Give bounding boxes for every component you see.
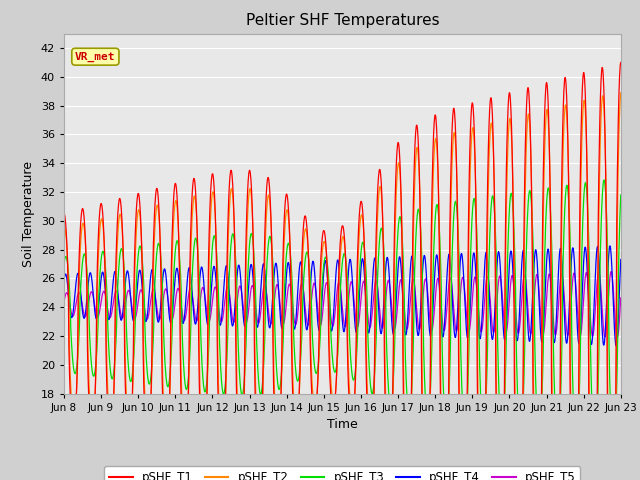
pSHF_T3: [92, 361, 100, 367]
X-axis label: Time: Time: [327, 418, 358, 431]
pSHF_T4: [440, 327, 448, 333]
pSHF_T3: [60, 261, 68, 267]
pSHF_T2: [60, 226, 68, 231]
pSHF_T3: [179, 348, 187, 353]
pSHF_T5: [440, 328, 448, 334]
pSHF_T5: [614, 335, 621, 340]
pSHF_T1: [179, 444, 187, 449]
Text: VR_met: VR_met: [75, 51, 116, 62]
pSHF_T5: [290, 315, 298, 321]
pSHF_T5: [60, 299, 68, 305]
Line: pSHF_T3: pSHF_T3: [64, 180, 621, 450]
pSHF_T3: [268, 252, 276, 257]
pSHF_T3: [440, 402, 448, 408]
pSHF_T1: [60, 211, 68, 216]
pSHF_T4: [287, 290, 295, 296]
Line: pSHF_T2: pSHF_T2: [64, 93, 621, 480]
Line: pSHF_T1: pSHF_T1: [64, 62, 621, 480]
pSHF_T1: [617, 60, 625, 65]
pSHF_T5: [617, 295, 625, 300]
Legend: pSHF_T1, pSHF_T2, pSHF_T3, pSHF_T4, pSHF_T5: pSHF_T1, pSHF_T2, pSHF_T3, pSHF_T4, pSHF…: [104, 466, 580, 480]
pSHF_T1: [287, 296, 295, 301]
pSHF_T5: [268, 316, 276, 322]
Y-axis label: Soil Temperature: Soil Temperature: [22, 161, 35, 266]
pSHF_T4: [606, 243, 614, 249]
pSHF_T3: [609, 447, 617, 453]
pSHF_T2: [290, 401, 298, 407]
pSHF_T5: [179, 314, 187, 320]
Line: pSHF_T4: pSHF_T4: [64, 246, 621, 346]
pSHF_T5: [607, 269, 615, 275]
pSHF_T5: [92, 310, 100, 315]
Line: pSHF_T5: pSHF_T5: [64, 272, 621, 337]
pSHF_T1: [290, 420, 298, 426]
pSHF_T4: [179, 320, 187, 326]
pSHF_T1: [268, 270, 276, 276]
pSHF_T2: [617, 90, 625, 96]
pSHF_T3: [617, 192, 625, 198]
pSHF_T4: [268, 300, 276, 306]
pSHF_T3: [290, 339, 298, 345]
pSHF_T4: [60, 277, 68, 283]
pSHF_T5: [287, 288, 295, 294]
pSHF_T2: [92, 372, 100, 378]
pSHF_T4: [290, 325, 298, 331]
pSHF_T2: [179, 420, 187, 426]
pSHF_T3: [600, 177, 608, 183]
pSHF_T1: [92, 363, 100, 369]
pSHF_T4: [617, 257, 625, 263]
pSHF_T3: [287, 262, 295, 268]
pSHF_T4: [612, 343, 620, 348]
pSHF_T2: [268, 257, 276, 263]
pSHF_T4: [92, 315, 100, 321]
pSHF_T2: [287, 276, 295, 282]
Title: Peltier SHF Temperatures: Peltier SHF Temperatures: [246, 13, 439, 28]
